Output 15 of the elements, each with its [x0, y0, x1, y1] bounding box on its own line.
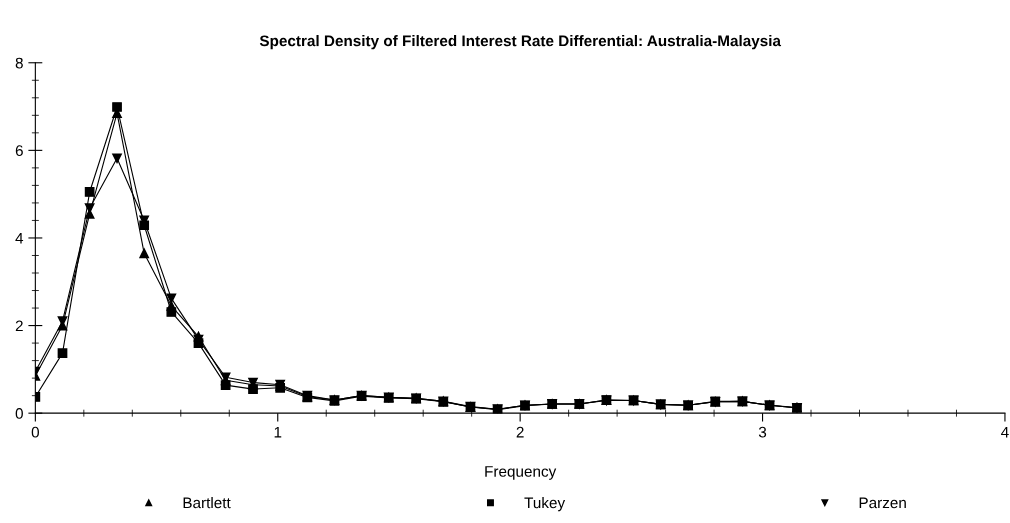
y-tick-label: 8	[15, 57, 23, 69]
x-tick-label: 0	[31, 426, 39, 438]
x-axis-title: Frequency	[485, 466, 557, 480]
x-tick-label: 1	[274, 426, 282, 438]
y-tick-label: 2	[15, 320, 23, 332]
legend-label: Bartlett	[183, 497, 231, 509]
y-tick-label: 0	[15, 408, 23, 419]
y-tick-label: 4	[15, 232, 24, 244]
legend-label: Parzen	[859, 497, 906, 509]
x-tick-label: 2	[516, 426, 524, 438]
legend-label: Tukey	[524, 497, 566, 512]
chart-title: Spectral Density of Filtered Interest Rate Differential: Australia-Malaysia	[259, 35, 782, 50]
x-tick-label: 3	[758, 426, 767, 438]
x-tick-label: 4	[1001, 426, 1009, 438]
y-tick-label: 6	[15, 145, 23, 157]
